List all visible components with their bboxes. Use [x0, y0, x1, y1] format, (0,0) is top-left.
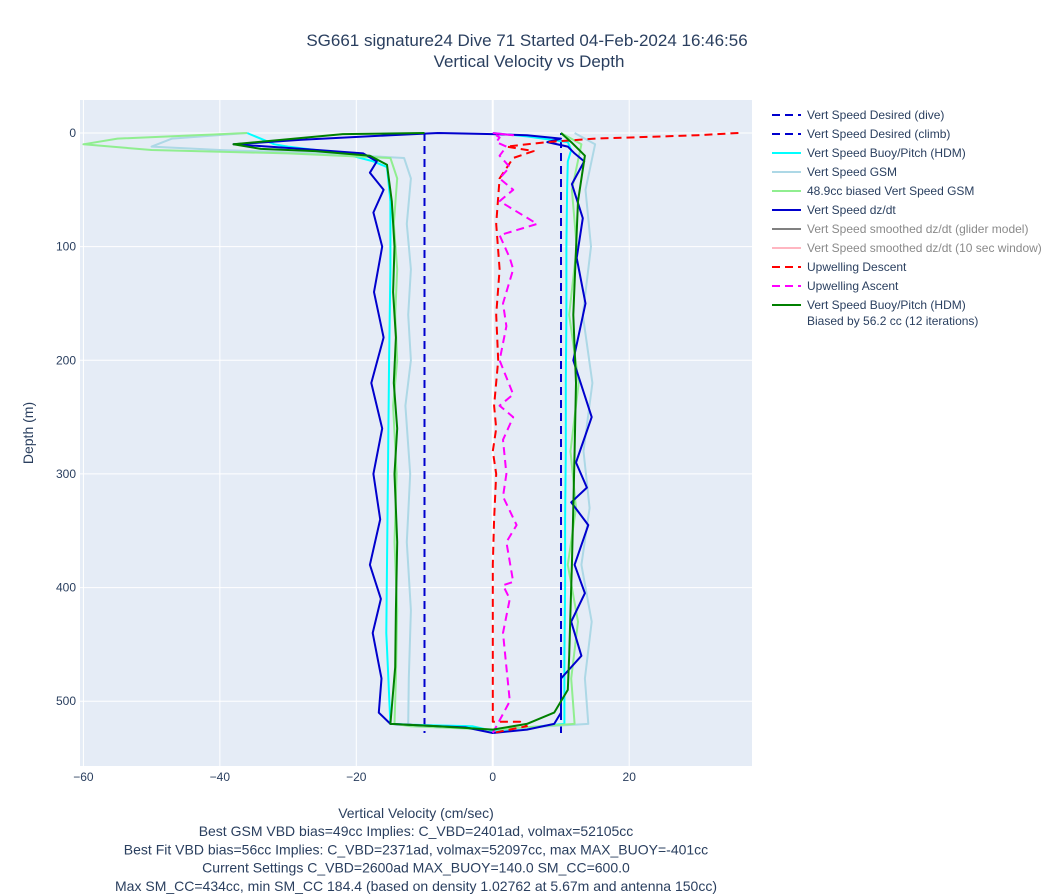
- series-line-8: [491, 132, 739, 734]
- chart-title: SG661 signature24 Dive 71 Started 04-Feb…: [306, 31, 747, 50]
- y-tick-label: 100: [56, 240, 76, 254]
- y-tick-label: 200: [56, 353, 76, 367]
- legend-label: Upwelling Descent: [807, 260, 907, 274]
- legend-item-5[interactable]: Vert Speed dz/dt: [772, 203, 896, 217]
- legend-item-1[interactable]: Vert Speed Desired (climb): [772, 127, 950, 141]
- legend-label: Vert Speed Buoy/Pitch (HDM): [807, 298, 966, 312]
- y-tick-label: 0: [69, 126, 76, 140]
- legend-item-3[interactable]: Vert Speed GSM: [772, 165, 897, 179]
- legend[interactable]: Vert Speed Desired (dive) Vert Speed Desi…: [772, 108, 1042, 328]
- footnote-line: Best Fit VBD bias=56cc Implies: C_VBD=23…: [124, 841, 708, 857]
- footnote-line: Best GSM VBD bias=49cc Implies: C_VBD=24…: [199, 823, 634, 839]
- x-tick-label: 20: [623, 770, 637, 784]
- legend-label: Biased by 56.2 cc (12 iterations): [807, 314, 978, 328]
- y-tick-label: 300: [56, 467, 76, 481]
- x-tick-label: −60: [73, 770, 94, 784]
- legend-label: Vert Speed Buoy/Pitch (HDM): [807, 146, 966, 160]
- legend-item-4[interactable]: 48.9cc biased Vert Speed GSM: [772, 184, 974, 198]
- legend-item-9[interactable]: Upwelling Ascent: [772, 279, 899, 293]
- y-axis-title: Depth (m): [20, 402, 36, 464]
- x-tick-labels: −60 −40 −20 0 20: [73, 770, 636, 784]
- y-tick-label: 500: [56, 694, 76, 708]
- x-axis-title: Vertical Velocity (cm/sec): [338, 805, 494, 821]
- series-line-9: [491, 132, 539, 734]
- series-line-4: [82, 132, 583, 731]
- y-tick-labels: 0 100 200 300 400 500: [56, 126, 76, 708]
- plot-background: [80, 100, 752, 766]
- series-line-10: [232, 132, 586, 731]
- legend-item-6[interactable]: Vert Speed smoothed dz/dt (glider model): [772, 222, 1028, 236]
- legend-label: Vert Speed smoothed dz/dt (10 sec window…: [807, 241, 1042, 255]
- legend-item-7[interactable]: Vert Speed smoothed dz/dt (10 sec window…: [772, 241, 1042, 255]
- x-tick-label: −20: [346, 770, 367, 784]
- legend-label: Vert Speed Desired (climb): [807, 127, 950, 141]
- legend-label: Vert Speed smoothed dz/dt (glider model): [807, 222, 1028, 236]
- series-layer: [82, 132, 739, 734]
- legend-item-0[interactable]: Vert Speed Desired (dive): [772, 108, 944, 122]
- legend-label: Upwelling Ascent: [807, 279, 899, 293]
- legend-label: Vert Speed dz/dt: [807, 203, 896, 217]
- y-tick-label: 400: [56, 581, 76, 595]
- x-tick-label: 0: [489, 770, 496, 784]
- footnote-line: Current Settings C_VBD=2600ad MAX_BUOY=1…: [202, 860, 630, 876]
- legend-label: 48.9cc biased Vert Speed GSM: [807, 184, 974, 198]
- chart-subtitle: Vertical Velocity vs Depth: [434, 52, 625, 71]
- footnotes: Best GSM VBD bias=49cc Implies: C_VBD=24…: [115, 823, 717, 894]
- footnote-line: Max SM_CC=434cc, min SM_CC 184.4 (based …: [115, 878, 717, 894]
- legend-item-2[interactable]: Vert Speed Buoy/Pitch (HDM): [772, 146, 966, 160]
- series-line-3: [150, 132, 597, 731]
- legend-item-8[interactable]: Upwelling Descent: [772, 260, 907, 274]
- x-tick-label: −40: [210, 770, 231, 784]
- legend-label: Vert Speed Desired (dive): [807, 108, 944, 122]
- legend-item-10[interactable]: Vert Speed Buoy/Pitch (HDM) Biased by 56.…: [772, 298, 978, 328]
- legend-label: Vert Speed GSM: [807, 165, 897, 179]
